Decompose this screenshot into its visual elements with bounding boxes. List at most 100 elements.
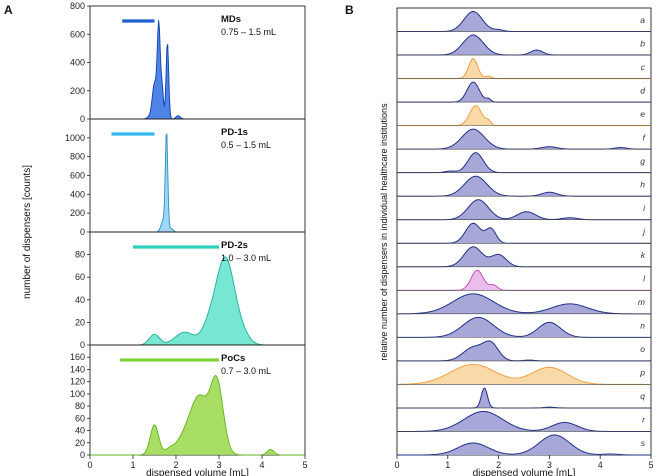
row-label: r	[642, 415, 646, 425]
y-tick-label: 60	[75, 413, 85, 423]
row-area	[397, 199, 651, 220]
row-area	[397, 340, 651, 361]
x-tick-label: 1	[445, 460, 450, 470]
panel-b-x-axis-label: dispensed volume [mL]	[473, 468, 576, 476]
row-line	[397, 387, 651, 409]
subplot-range-label: 0.75 – 1.5 mL	[221, 27, 276, 37]
x-tick-label: 0	[87, 460, 92, 470]
y-tick-label: 400	[70, 58, 85, 68]
row-line	[397, 293, 651, 315]
panel-b-frame	[396, 7, 652, 456]
row-label: h	[640, 179, 645, 189]
x-tick-label: 1	[130, 460, 135, 470]
row-label: k	[641, 250, 646, 260]
row-line	[397, 340, 651, 362]
y-tick-label: 20	[75, 438, 85, 448]
distribution-area	[90, 134, 305, 232]
x-tick-label: 2	[173, 460, 178, 470]
x-tick-label: 5	[648, 460, 653, 470]
row-area	[397, 246, 651, 267]
row-line	[397, 269, 651, 291]
row-area	[397, 317, 651, 338]
panel-letter-a: A	[4, 3, 13, 17]
row-area	[397, 129, 651, 150]
row-line	[397, 410, 651, 432]
row-area	[397, 411, 651, 432]
subplot-title: PD-2s	[221, 240, 248, 251]
y-tick-label: 400	[70, 189, 85, 199]
row-area	[397, 11, 651, 32]
row-line	[397, 128, 651, 150]
row-label: f	[643, 132, 647, 142]
x-tick-label: 3	[547, 460, 552, 470]
y-tick-label: 200	[70, 208, 85, 218]
row-label: p	[639, 368, 645, 378]
y-tick-label: 40	[75, 295, 85, 305]
y-tick-label: 40	[75, 426, 85, 436]
row-area	[397, 435, 651, 455]
row-label: l	[643, 274, 646, 284]
distribution-line	[90, 133, 305, 233]
y-tick-label: 0	[80, 227, 85, 237]
row-label: o	[640, 344, 645, 354]
row-line	[397, 152, 651, 174]
row-label: c	[641, 62, 646, 72]
row-line	[397, 58, 651, 80]
y-tick-label: 600	[70, 29, 85, 39]
distribution-line	[90, 375, 305, 456]
x-tick-label: 4	[598, 460, 603, 470]
y-tick-label: 1000	[65, 133, 85, 143]
row-area	[397, 105, 651, 126]
row-line	[397, 316, 651, 338]
row-label: a	[640, 15, 645, 25]
row-label: b	[640, 38, 645, 48]
y-tick-label: 20	[75, 317, 85, 327]
subplot-range-label: 0.5 – 1.5 mL	[221, 140, 271, 150]
panel-a-y-axis-label: number of dispensers [counts]	[22, 165, 33, 299]
row-line	[397, 11, 651, 33]
y-tick-label: 800	[70, 1, 85, 11]
row-line	[397, 246, 651, 268]
x-tick-label: 5	[302, 460, 307, 470]
x-tick-label: 4	[259, 460, 264, 470]
y-tick-label: 0	[80, 114, 85, 124]
row-area	[397, 270, 651, 291]
row-area	[397, 152, 651, 173]
row-line	[397, 105, 651, 127]
row-area	[397, 223, 651, 244]
x-tick-label: 3	[216, 460, 221, 470]
row-label: e	[640, 109, 645, 119]
row-label: n	[640, 321, 645, 331]
y-tick-label: 140	[70, 364, 85, 374]
distribution-line	[90, 256, 305, 346]
panel-a-x-axis-label: dispensed volume [mL]	[146, 468, 249, 476]
row-area	[397, 176, 651, 197]
row-area	[397, 58, 651, 79]
subplot-title: MDs	[221, 14, 241, 25]
row-area	[397, 293, 651, 314]
panel-b: a b c d e f g h i j k l m n o p q r s 0 1 2 3 4 5	[394, 7, 654, 470]
panel-letter-b: B	[345, 3, 354, 17]
row-area	[397, 35, 651, 56]
distribution-area	[90, 256, 305, 345]
y-tick-label: 100	[70, 389, 85, 399]
panel-b-y-axis-label: relative number of dispensers in individ…	[379, 103, 389, 361]
y-tick-label: 80	[75, 250, 85, 260]
row-line	[397, 34, 651, 56]
subplot-range-label: 1.0 – 3.0 mL	[221, 253, 271, 263]
row-label: d	[640, 85, 645, 95]
row-line	[397, 222, 651, 244]
y-tick-label: 160	[70, 352, 85, 362]
distribution-area	[90, 375, 305, 455]
row-label: j	[642, 227, 646, 237]
y-tick-label: 0	[80, 450, 85, 460]
x-tick-label: 2	[496, 460, 501, 470]
subplot-title: PoCs	[221, 353, 245, 364]
panel-a-frame	[89, 5, 306, 456]
subplot-title: PD-1s	[221, 127, 248, 138]
y-tick-label: 120	[70, 377, 85, 387]
row-line	[397, 81, 651, 103]
row-label: q	[640, 391, 645, 401]
